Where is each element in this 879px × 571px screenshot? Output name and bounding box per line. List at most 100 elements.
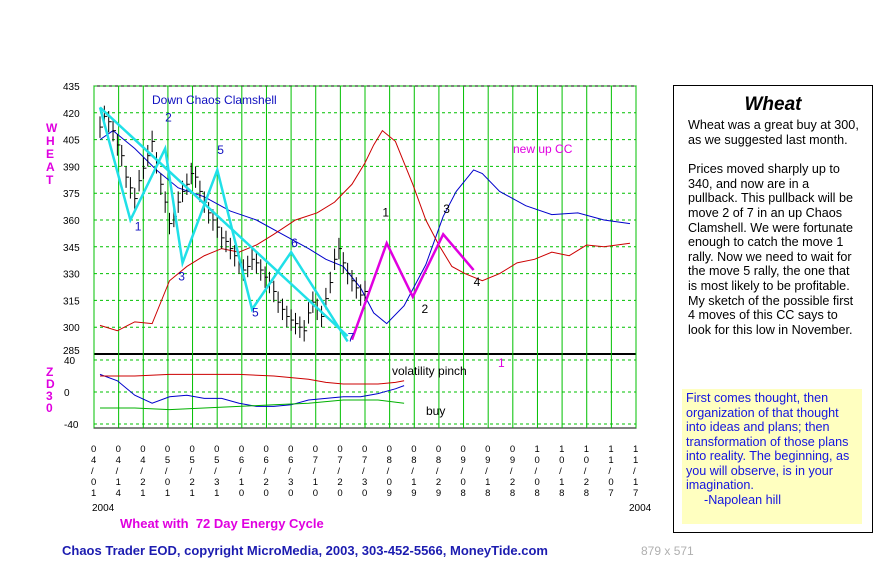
new-cc-path: [350, 232, 475, 341]
x-tick-label: 6: [288, 455, 293, 466]
x-tick-label: 4: [140, 455, 145, 466]
x-tick-label: 0: [608, 477, 613, 488]
x-year-left: 2004: [92, 503, 115, 514]
y-axis-title-letter: H: [46, 134, 55, 148]
x-tick-label: /: [436, 466, 439, 477]
lower-axis-title-letter: 0: [46, 401, 53, 415]
wave-label: 3: [178, 270, 185, 284]
x-tick-label: 9: [485, 455, 490, 466]
x-tick-label: 1: [91, 488, 96, 499]
x-tick-label: 9: [461, 455, 466, 466]
x-tick-label: 2: [337, 477, 342, 488]
x-tick-label: 2: [510, 477, 515, 488]
x-tick-label: 1: [608, 444, 613, 455]
x-tick-label: /: [91, 466, 94, 477]
x-tick-label: 0: [263, 444, 268, 455]
x-tick-label: /: [510, 466, 513, 477]
wave-label: 1: [135, 220, 142, 234]
x-tick-label: 7: [313, 455, 318, 466]
x-tick-label: /: [337, 466, 340, 477]
x-tick-label: 1: [190, 488, 195, 499]
x-tick-label: 1: [214, 488, 219, 499]
x-tick-label: 0: [91, 477, 96, 488]
x-tick-label: /: [288, 466, 291, 477]
x-tick-label: 0: [288, 488, 293, 499]
x-tick-label: 2: [584, 477, 589, 488]
y-axis-title-letter: A: [46, 160, 55, 174]
x-tick-label: /: [608, 466, 611, 477]
x-tick-label: 0: [461, 444, 466, 455]
quote-box: First comes thought, then organization o…: [682, 389, 862, 524]
x-year-right: 2004: [629, 503, 652, 514]
x-tick-label: 8: [411, 455, 416, 466]
x-tick-label: /: [190, 466, 193, 477]
x-tick-label: /: [534, 466, 537, 477]
y-tick-label: 390: [63, 162, 80, 173]
y-tick-label: 405: [63, 136, 80, 147]
lower-axis-title-letter: 3: [46, 389, 53, 403]
x-tick-label: 0: [337, 444, 342, 455]
annotation-new-up-cc: new up CC: [513, 142, 573, 156]
wave-label: 5: [217, 143, 224, 157]
chart-marks: [98, 106, 475, 343]
lower-tick-label: 0: [64, 388, 70, 399]
y-tick-label: 360: [63, 216, 80, 227]
x-tick-label: 7: [608, 488, 613, 499]
x-tick-label: 0: [510, 444, 515, 455]
y-tick-label: 345: [63, 243, 80, 254]
x-tick-label: 5: [190, 455, 195, 466]
x-tick-label: 1: [559, 444, 564, 455]
x-tick-label: 1: [165, 488, 170, 499]
x-tick-label: 0: [387, 477, 392, 488]
x-tick-label: 1: [485, 477, 490, 488]
wave-label: 6: [291, 236, 298, 250]
wave-label: 7: [348, 330, 355, 344]
x-tick-label: 0: [362, 444, 367, 455]
x-tick-label: 1: [411, 477, 416, 488]
x-tick-label: 0: [116, 444, 121, 455]
x-tick-label: 1: [633, 477, 638, 488]
chart-title: Wheat with 72 Day Energy Cycle: [120, 516, 324, 531]
x-tick-label: 8: [387, 455, 392, 466]
x-tick-label: 1: [116, 477, 121, 488]
wave-label: 2: [421, 302, 428, 316]
x-tick-label: 2: [140, 477, 145, 488]
x-tick-label: 0: [239, 444, 244, 455]
x-tick-label: 1: [534, 444, 539, 455]
x-tick-label: 2: [436, 477, 441, 488]
y-tick-label: 330: [63, 270, 80, 281]
lower-axis-title-letter: D: [46, 377, 55, 391]
quote-author: -Napolean hill: [704, 492, 782, 507]
x-tick-label: 7: [362, 455, 367, 466]
x-tick-label: 0: [263, 488, 268, 499]
x-tick-label: /: [461, 466, 464, 477]
down-clamshell-trendline: [99, 106, 349, 338]
x-tick-label: 1: [584, 444, 589, 455]
x-tick-label: /: [559, 466, 562, 477]
y-axis-title-letter: T: [46, 173, 54, 187]
x-tick-label: /: [362, 466, 365, 477]
lower-axis-title-letter: Z: [46, 365, 53, 379]
x-tick-label: 8: [584, 488, 589, 499]
x-tick-label: 6: [239, 455, 244, 466]
x-tick-label: 5: [165, 455, 170, 466]
x-tick-label: 0: [362, 488, 367, 499]
wave-label: 2: [165, 111, 172, 125]
panel-paragraph-1: Wheat was a great buy at 300, as we sugg…: [688, 118, 859, 147]
x-tick-label: 1: [559, 477, 564, 488]
x-tick-label: 0: [165, 477, 170, 488]
x-tick-label: 8: [510, 488, 515, 499]
wave-label: 3: [443, 202, 450, 216]
x-tick-label: 0: [190, 444, 195, 455]
y-tick-label: 420: [63, 109, 80, 120]
lower-tick-label: 40: [64, 356, 76, 367]
x-tick-label: 0: [140, 444, 145, 455]
x-tick-label: 7: [633, 488, 638, 499]
x-tick-label: 0: [534, 477, 539, 488]
y-tick-label: 375: [63, 189, 80, 200]
x-tick-label: 9: [411, 488, 416, 499]
x-tick-label: 9: [436, 488, 441, 499]
x-tick-label: 0: [165, 444, 170, 455]
panel-title: Wheat: [744, 94, 802, 115]
y-axis-title-letter: W: [46, 121, 58, 135]
